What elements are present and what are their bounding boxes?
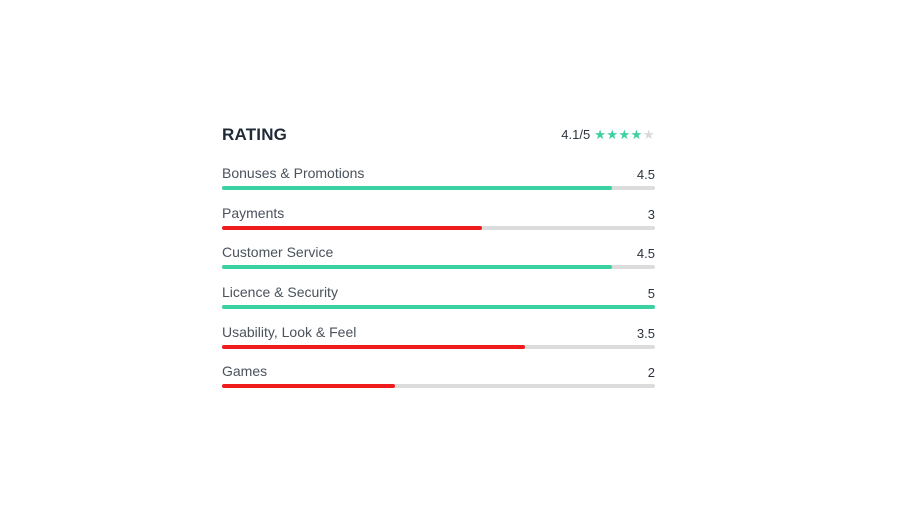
category-list: Bonuses & Promotions 4.5 Payments 3 Cust…	[222, 163, 655, 401]
score-bar-fill	[222, 225, 482, 230]
rating-card: RATING 4.1/5 ★★★★★ ★★★★★ Bonuses & Promo…	[222, 120, 655, 401]
category-row-payments: Payments 3	[222, 203, 655, 243]
category-score: 3.5	[636, 325, 655, 341]
category-row-games: Games 2	[222, 361, 655, 401]
score-bar-fill	[222, 265, 612, 270]
score-bar-track	[222, 305, 655, 310]
score-bar-fill	[222, 344, 526, 349]
rating-title: RATING	[222, 125, 288, 144]
score-bar-track	[222, 344, 655, 349]
category-label: Customer Service	[222, 244, 334, 261]
category-row-licence-security: Licence & Security 5	[222, 282, 655, 322]
score-bar-track	[222, 265, 655, 270]
category-label: Payments	[222, 204, 285, 221]
score-bar-fill	[222, 186, 612, 190]
category-score: 4.5	[636, 167, 655, 182]
category-score: 4.5	[636, 246, 655, 262]
score-bar-fill	[222, 305, 655, 310]
score-bar-fill	[222, 384, 396, 389]
category-score: 2	[647, 365, 655, 381]
score-bar-track	[222, 186, 655, 190]
score-bar-track	[222, 225, 655, 230]
star-rating-icon: ★★★★★ ★★★★★	[594, 128, 655, 141]
star-empty-icons: ★★★★★	[594, 127, 655, 142]
category-row-usability: Usability, Look & Feel 3.5	[222, 322, 655, 362]
score-bar-track	[222, 384, 655, 389]
category-row-customer-service: Customer Service 4.5	[222, 242, 655, 282]
category-score: 5	[647, 286, 655, 302]
overall-score: 4.1/5	[561, 127, 591, 142]
category-label: Licence & Security	[222, 284, 338, 301]
rating-header: RATING 4.1/5 ★★★★★ ★★★★★	[222, 120, 655, 150]
overall-rating: 4.1/5 ★★★★★ ★★★★★	[561, 127, 655, 142]
category-label: Usability, Look & Feel	[222, 323, 357, 340]
category-label: Bonuses & Promotions	[222, 165, 365, 181]
category-row-bonuses: Bonuses & Promotions 4.5	[222, 163, 655, 203]
category-label: Games	[222, 363, 268, 380]
category-score: 3	[647, 206, 655, 222]
star-filled-icons: ★★★★★	[594, 128, 644, 141]
